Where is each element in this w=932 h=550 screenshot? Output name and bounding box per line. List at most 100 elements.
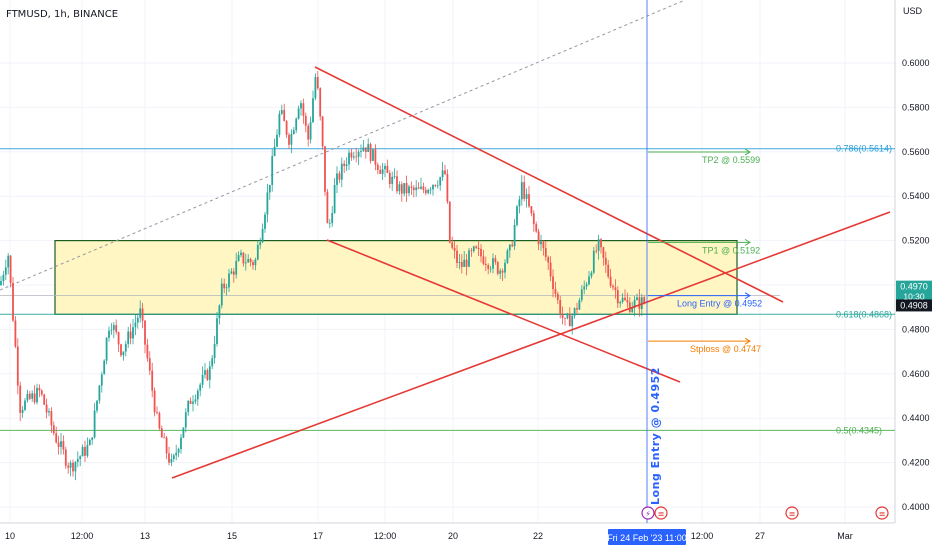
time-tick-label: 15 — [227, 531, 237, 541]
candle-body — [480, 248, 482, 257]
candle-body — [129, 331, 132, 339]
candle-body — [182, 427, 185, 438]
event-icons[interactable]: ⚡ ≡ ≡ ≡ — [641, 506, 889, 520]
candle-body — [573, 308, 576, 316]
candle-body — [309, 122, 312, 140]
candle-body — [597, 239, 600, 251]
candle-body — [336, 173, 338, 185]
candle-body — [446, 173, 449, 202]
time-tick-label: 13 — [140, 531, 150, 541]
candle-body — [434, 185, 437, 186]
crosshair-date-text: Fri 24 Feb '23 11:00 — [607, 533, 687, 543]
trendlines[interactable] — [171, 66, 891, 479]
candle-body — [436, 185, 439, 187]
candle-body — [307, 125, 310, 140]
candle-body — [576, 308, 578, 310]
candle-body — [556, 293, 559, 301]
candle-body — [254, 259, 257, 266]
symbol-title[interactable]: FTMUSD, 1h, BINANCE — [6, 9, 119, 20]
candle-body — [184, 412, 187, 428]
candle-body — [532, 213, 535, 225]
candle-body — [141, 308, 144, 321]
fib-label: 0.5(0.4345) — [836, 425, 882, 435]
lightning-event-icon — [641, 506, 655, 520]
candle-body — [552, 276, 554, 290]
candle-body — [388, 172, 391, 184]
candle-body — [177, 449, 180, 453]
candle-body — [9, 255, 12, 283]
candle-body — [64, 449, 67, 466]
candle-body — [316, 77, 319, 89]
candle-body — [144, 320, 146, 345]
lightning-event-icon: ⚡ — [645, 510, 651, 519]
candle-body — [52, 425, 55, 434]
candle-body — [511, 244, 514, 247]
time-tick-label: 12:00 — [691, 531, 714, 541]
candle-body — [297, 108, 300, 119]
candle-body — [314, 77, 317, 99]
candle-body — [14, 320, 17, 347]
candle-body — [360, 150, 362, 152]
candle-body — [448, 201, 451, 243]
candle-body — [590, 272, 593, 277]
candle-body — [127, 331, 130, 345]
fib-label: 0.786(0.5614) — [836, 144, 892, 154]
current-price-tag-text: 0.4970 — [900, 282, 928, 292]
us-flag-event-icon — [785, 506, 799, 520]
candle-body — [439, 177, 442, 186]
candle-body — [523, 182, 526, 199]
candle-body — [568, 314, 571, 327]
candle-body — [350, 152, 353, 158]
candle-body — [285, 121, 288, 135]
candle-body — [372, 149, 374, 161]
candle-body — [544, 248, 547, 258]
candle-body — [429, 189, 432, 191]
candle-body — [48, 411, 50, 413]
candle-body — [362, 147, 365, 151]
candle-body — [38, 387, 41, 391]
candle-body — [108, 330, 110, 338]
candle-body — [458, 261, 461, 263]
candle-body — [304, 115, 307, 126]
candle-body — [415, 187, 418, 191]
candle-body — [247, 259, 250, 263]
candle-body — [441, 170, 444, 178]
candle-body — [410, 186, 413, 188]
candle-body — [196, 390, 199, 400]
candle-body — [21, 409, 24, 413]
candle-body — [391, 176, 394, 184]
fib-label: 0.618(0.4868) — [836, 309, 892, 319]
target-label: Long Entry @ 0.4952 — [677, 299, 762, 309]
candle-body — [352, 156, 355, 158]
candle-body — [499, 270, 502, 274]
crosshair-price-tag — [896, 299, 932, 312]
candle-body — [16, 346, 19, 386]
candle-body — [204, 370, 206, 375]
price-tick-label: 0.5600 — [902, 147, 930, 157]
candle-body — [528, 194, 530, 207]
time-tick-label: 27 — [755, 531, 765, 541]
time-tick-label: 10 — [5, 531, 15, 541]
candle-body — [295, 118, 298, 131]
candle-body — [175, 452, 178, 456]
candle-body — [417, 187, 420, 189]
candle-body — [331, 213, 334, 224]
candle-body — [206, 370, 209, 380]
candle-body — [338, 173, 341, 180]
candle-body — [381, 169, 384, 174]
candle-body — [396, 176, 398, 192]
candle-body — [122, 351, 125, 356]
candle-body — [36, 387, 38, 403]
candle-body — [19, 385, 22, 413]
candle-body — [88, 439, 91, 446]
candle-body — [494, 258, 497, 263]
dashed-trendline[interactable] — [0, 0, 686, 291]
candle-body — [43, 394, 46, 405]
candle-body — [163, 437, 166, 439]
demand-zone[interactable] — [54, 240, 738, 315]
time-tick-label: 17 — [313, 531, 323, 541]
candle-body — [139, 308, 142, 318]
candle-body — [357, 151, 360, 157]
candle-body — [292, 130, 295, 134]
